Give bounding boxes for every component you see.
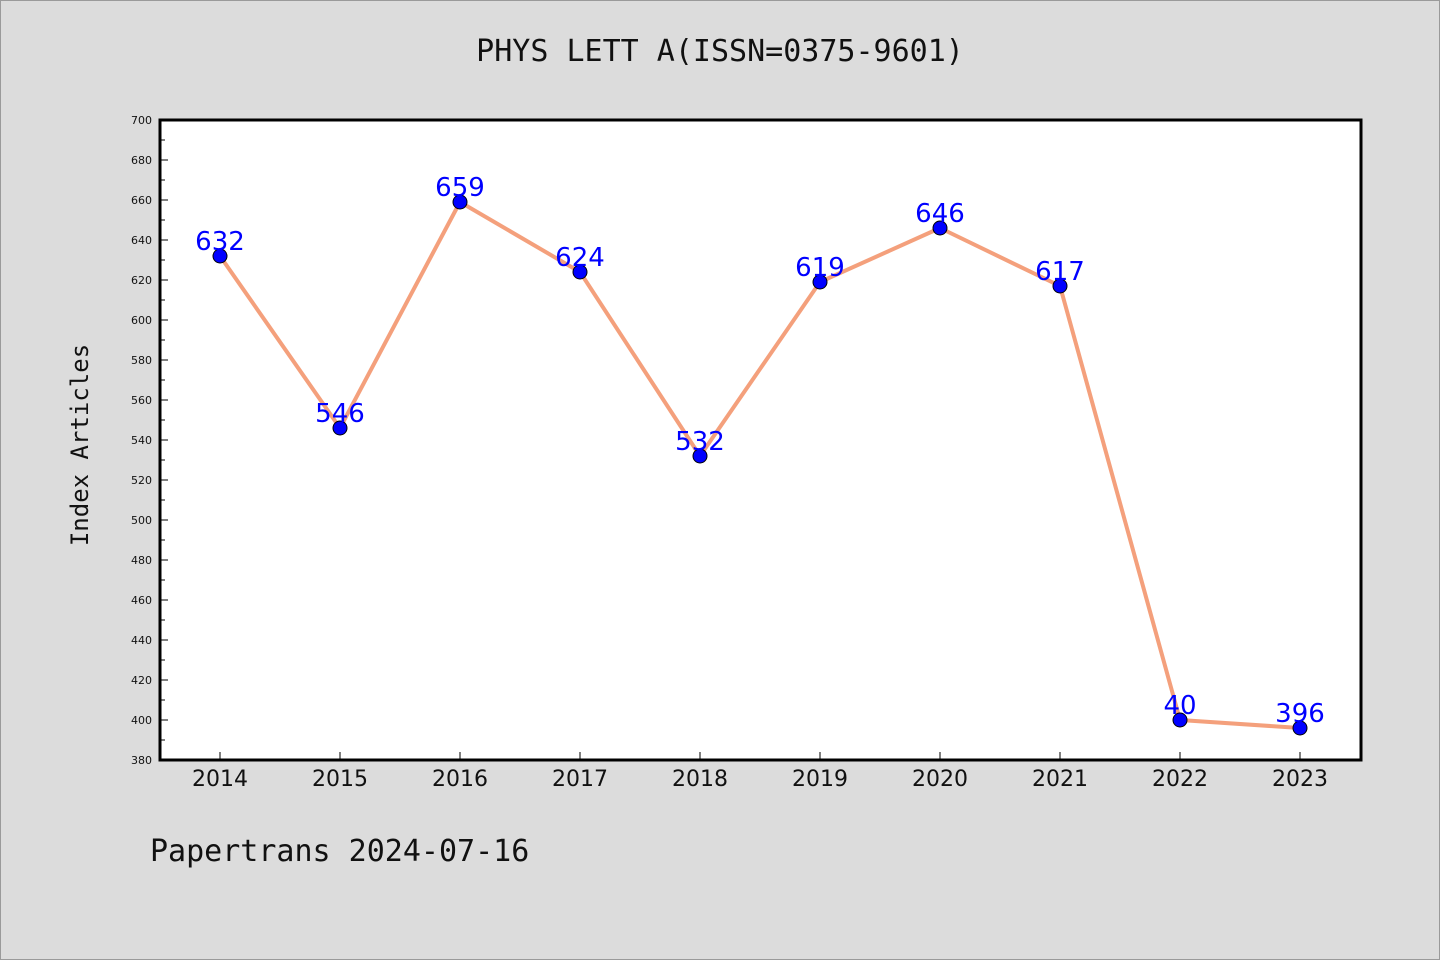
plot-area [158, 118, 1363, 762]
x-tick-label: 2020 [912, 767, 968, 792]
data-label: 40 [1163, 691, 1196, 721]
y-tick-label: 380 [131, 754, 152, 767]
data-label: 624 [555, 243, 605, 273]
x-axis-ticks: 2014 2015 2016 2017 2018 2019 2020 2021 2022 2023 [192, 752, 1328, 792]
data-point [212, 248, 228, 264]
x-tick-label: 2017 [552, 767, 608, 792]
y-tick-label: 400 [131, 714, 152, 727]
y-tick-label: 600 [131, 314, 152, 327]
footer-watermark-text: Papertrans 2024-07-16 [150, 834, 530, 869]
data-label: 396 [1275, 699, 1325, 729]
y-tick-label: 660 [131, 194, 152, 207]
x-tick-label: 2023 [1272, 767, 1328, 792]
y-tick-label: 560 [131, 394, 152, 407]
y-tick-label: 700 [131, 114, 152, 127]
y-tick-label: 500 [131, 514, 152, 527]
x-tick-label: 2015 [312, 767, 368, 792]
data-points [212, 194, 1308, 736]
data-point [812, 274, 828, 290]
data-label: 632 [195, 227, 245, 257]
y-tick-label: 520 [131, 474, 152, 487]
data-label: 619 [795, 253, 845, 283]
series-line [218, 200, 1301, 730]
y-tick-label: 420 [131, 674, 152, 687]
data-point [932, 220, 948, 236]
y-axis-ticks: 380 400 420 440 460 480 500 520 540 560 580 600 620 6… [131, 114, 168, 767]
x-tick-label: 2019 [792, 767, 848, 792]
y-tick-label: 620 [131, 274, 152, 287]
data-label: 532 [675, 427, 725, 457]
x-tick-label: 2021 [1032, 767, 1088, 792]
data-point [1172, 712, 1188, 728]
x-tick-label: 2016 [432, 767, 488, 792]
y-tick-label: 580 [131, 354, 152, 367]
y-tick-label: 440 [131, 634, 152, 647]
data-point [452, 194, 468, 210]
y-tick-label: 460 [131, 594, 152, 607]
y-tick-label: 540 [131, 434, 152, 447]
data-labels: 632 546 659 624 532 619 646 617 40 396 [195, 173, 1325, 729]
data-label: 646 [915, 199, 965, 229]
data-point [332, 420, 348, 436]
y-tick-label: 640 [131, 234, 152, 247]
chart-title: PHYS LETT A(ISSN=0375-9601) [476, 34, 964, 69]
x-tick-label: 2022 [1152, 767, 1208, 792]
y-tick-label: 480 [131, 554, 152, 567]
data-point [1292, 720, 1308, 736]
data-label: 659 [435, 173, 485, 203]
series-line-group [218, 200, 1301, 730]
x-tick-label: 2018 [672, 767, 728, 792]
data-point [1052, 278, 1068, 294]
data-point [692, 448, 708, 464]
y-tick-label: 680 [131, 154, 152, 167]
data-label: 617 [1035, 257, 1085, 287]
data-point [572, 264, 588, 280]
x-tick-label: 2014 [192, 767, 248, 792]
data-label: 546 [315, 399, 365, 429]
